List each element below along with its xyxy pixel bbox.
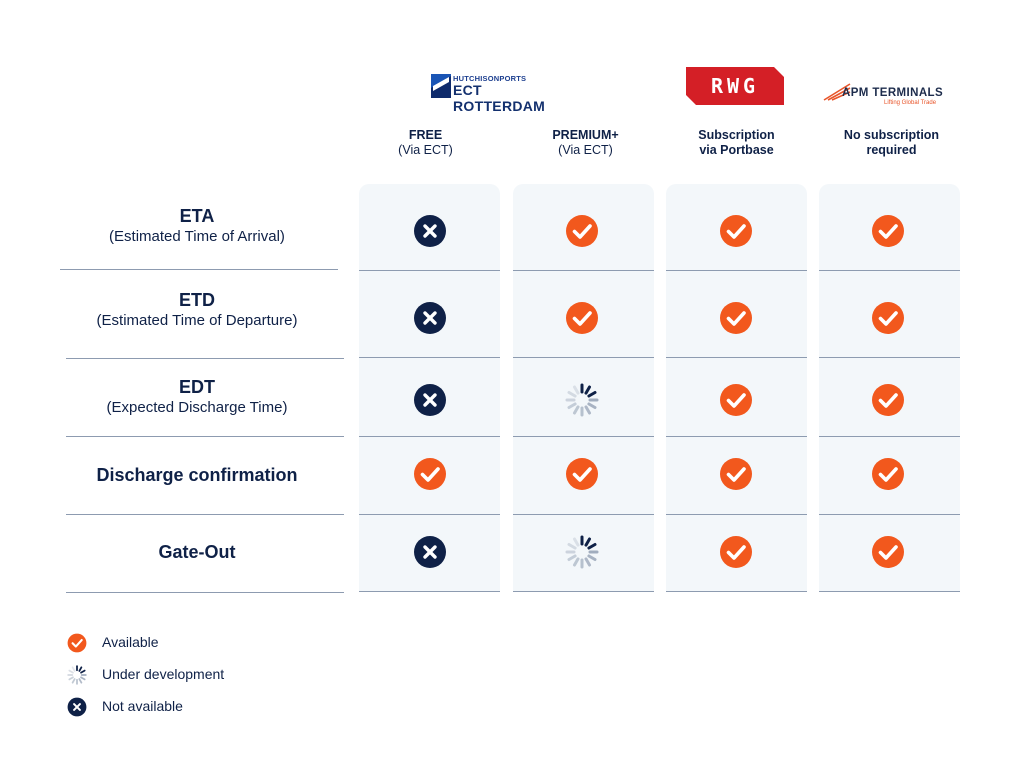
check-circle-icon xyxy=(413,457,447,491)
row-title: Discharge confirmation xyxy=(96,465,298,485)
column-header-portbase: Subscription via Portbase xyxy=(666,128,807,158)
ect-rotterdam-logo: HUTCHISONPORTS ECT ROTTERDAM xyxy=(431,72,571,114)
check-circle-icon xyxy=(871,535,905,569)
row-subtitle: (Expected Discharge Time) xyxy=(106,399,288,416)
legend-label: Available xyxy=(102,634,159,650)
check-circle-icon xyxy=(719,301,753,335)
legend-x-circle-icon xyxy=(67,697,87,717)
x-circle-icon xyxy=(413,383,447,417)
rwg-logo-shape xyxy=(686,67,784,105)
cell-divider xyxy=(819,591,960,592)
check-circle-icon xyxy=(565,301,599,335)
check-circle-icon xyxy=(719,214,753,248)
row-title: ETA xyxy=(179,206,215,226)
x-circle-icon xyxy=(413,301,447,335)
row-title: EDT xyxy=(179,377,215,397)
row-label-gate-out: Gate-Out xyxy=(66,541,328,563)
legend-check-circle-icon xyxy=(67,633,87,653)
column-header-line2: required xyxy=(866,143,917,157)
check-circle-icon xyxy=(719,457,753,491)
column-header-line2: (Via ECT) xyxy=(558,143,613,157)
column-header-line2: (Via ECT) xyxy=(398,143,453,157)
cell-divider xyxy=(513,436,654,437)
check-circle-icon xyxy=(871,383,905,417)
x-circle-icon xyxy=(413,214,447,248)
ect-flag-icon xyxy=(431,74,451,98)
apm-star-icon xyxy=(823,83,851,101)
cell-divider xyxy=(819,270,960,271)
row-label-eta: ETA (Estimated Time of Arrival) xyxy=(66,205,328,247)
row-divider xyxy=(66,592,344,593)
row-divider xyxy=(60,269,338,270)
cell-divider xyxy=(513,270,654,271)
row-label-discharge: Discharge confirmation xyxy=(66,464,328,486)
legend-spinner-icon xyxy=(67,665,87,685)
spinner-icon xyxy=(565,383,599,417)
column-header-premium: PREMIUM+ (Via ECT) xyxy=(515,128,656,158)
check-circle-icon xyxy=(871,301,905,335)
cell-divider xyxy=(359,514,500,515)
check-circle-icon xyxy=(565,214,599,248)
cell-divider xyxy=(359,436,500,437)
row-subtitle: (Estimated Time of Arrival) xyxy=(109,228,285,245)
check-circle-icon xyxy=(871,457,905,491)
cell-divider xyxy=(513,514,654,515)
cell-divider xyxy=(359,591,500,592)
x-circle-icon xyxy=(413,535,447,569)
check-circle-icon xyxy=(871,214,905,248)
legend-label: Under development xyxy=(102,666,225,682)
cell-divider xyxy=(666,270,807,271)
check-circle-icon xyxy=(719,383,753,417)
cell-divider xyxy=(359,357,500,358)
cell-divider xyxy=(666,514,807,515)
row-subtitle: (Estimated Time of Departure) xyxy=(96,312,298,329)
row-divider xyxy=(66,436,344,437)
row-title: ETD xyxy=(179,290,215,310)
column-header-line1: PREMIUM+ xyxy=(552,128,619,142)
cell-divider xyxy=(666,591,807,592)
row-label-etd: ETD (Estimated Time of Departure) xyxy=(66,289,328,331)
cell-divider xyxy=(819,357,960,358)
cell-divider xyxy=(666,357,807,358)
column-header-line1: Subscription xyxy=(698,128,775,142)
rwg-logo-text: RWG xyxy=(710,74,760,98)
column-header-line1: FREE xyxy=(408,128,443,142)
rwg-logo: RWG xyxy=(686,67,784,105)
row-divider xyxy=(66,514,344,515)
cell-divider xyxy=(666,436,807,437)
cell-divider xyxy=(513,357,654,358)
spinner-icon xyxy=(565,535,599,569)
apm-logo-tagline: Lifting Global Trade xyxy=(884,100,937,106)
ect-logo-big-text: ECT ROTTERDAM xyxy=(453,82,546,114)
row-title: Gate-Out xyxy=(158,542,236,562)
apm-terminals-logo: APM TERMINALS Lifting Global Trade xyxy=(822,80,957,110)
column-header-apm: No subscription required xyxy=(821,128,962,158)
column-header-line1: No subscription xyxy=(843,128,940,142)
cell-divider xyxy=(513,591,654,592)
ect-logo-small-text: HUTCHISONPORTS xyxy=(453,74,527,83)
row-label-edt: EDT (Expected Discharge Time) xyxy=(66,376,328,418)
check-circle-icon xyxy=(565,457,599,491)
legend-label: Not available xyxy=(102,698,183,714)
check-circle-icon xyxy=(719,535,753,569)
column-header-line2: via Portbase xyxy=(699,143,774,157)
column-header-free: FREE (Via ECT) xyxy=(355,128,496,158)
cell-divider xyxy=(819,514,960,515)
cell-divider xyxy=(819,436,960,437)
apm-logo-text: APM TERMINALS xyxy=(842,87,944,99)
row-divider xyxy=(66,358,344,359)
cell-divider xyxy=(359,270,500,271)
